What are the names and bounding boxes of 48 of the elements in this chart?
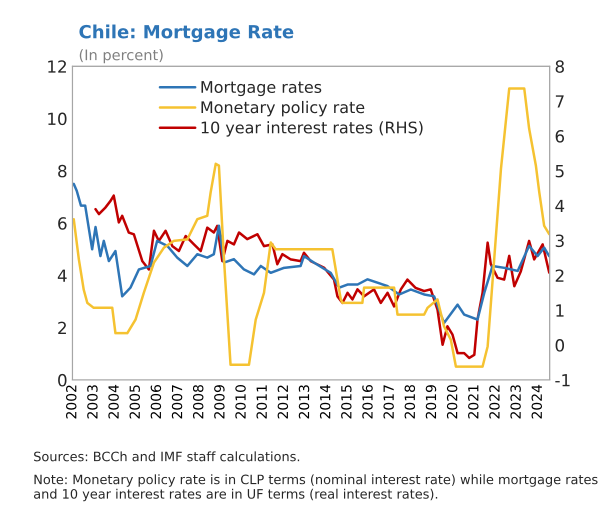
- legend-label: 10 year interest rates (RHS): [202, 121, 423, 137]
- chart-subtitle: (In percent): [80, 49, 163, 64]
- legend-label: Monetary policy rate: [202, 100, 364, 116]
- x-tick-label: 2013: [298, 385, 310, 418]
- y2-tick-label: 4: [555, 200, 564, 212]
- x-tick-label: 2022: [489, 386, 500, 418]
- legend-label: Mortgage rates: [202, 81, 322, 96]
- x-tick-label: 2015: [341, 385, 352, 418]
- y2-tick-label: -1: [555, 374, 570, 386]
- y-tick-label: 4: [58, 270, 67, 282]
- y2-tick-label: 6: [556, 130, 564, 143]
- x-tick-label: 2016: [362, 384, 373, 418]
- x-tick-label: 2019: [426, 385, 436, 418]
- y-tick-label: 6: [58, 217, 67, 230]
- x-tick-label: 2008: [192, 385, 204, 418]
- line-series: [72, 182, 550, 324]
- y2-tick-label: 3: [556, 234, 564, 248]
- x-tick-label: 2007: [172, 385, 182, 418]
- x-tick-label: 2020: [446, 385, 458, 418]
- y-tick-label: 8: [58, 164, 66, 178]
- x-tick-label: 2023: [510, 385, 521, 418]
- y2-tick-label: 1: [556, 304, 564, 317]
- x-tick-label: 2002: [66, 386, 77, 418]
- x-tick-label: 2010: [235, 385, 246, 418]
- x-tick-label: 2009: [214, 385, 225, 418]
- x-tick-label: 2006: [150, 384, 162, 418]
- y-tick-label: 2: [58, 322, 66, 334]
- y2-tick-label: 5: [556, 165, 564, 178]
- x-tick-label: 2024: [532, 384, 542, 418]
- x-tick-label: 2018: [404, 385, 416, 418]
- y-tick-label: 12: [48, 60, 66, 73]
- x-tick-label: 2021: [468, 385, 479, 418]
- x-tick-label: 2005: [129, 385, 140, 418]
- y2-tick-label: 8: [556, 60, 564, 73]
- y2-tick-label: 7: [556, 95, 564, 108]
- x-tick-label: 2014: [320, 384, 330, 418]
- x-tick-label: 2004: [108, 384, 119, 418]
- x-tick-label: 2003: [87, 385, 98, 418]
- chart-title: Chile: Mortgage Rate: [79, 24, 294, 42]
- x-tick-label: 2012: [278, 386, 288, 418]
- y2-tick-label: 0: [556, 339, 564, 352]
- y-tick-label: 0: [58, 374, 67, 387]
- y2-tick-label: 2: [556, 269, 564, 282]
- text: Note: Monetary policy rate is in CLP terms (nominal interest rate) while mortgage rates and 10 year interest rates are in UF terms (real interest rates).: [34, 474, 598, 502]
- y-tick-label: 10: [48, 112, 67, 126]
- x-tick-label: 2011: [256, 385, 267, 418]
- source-note: Sources: BCCh and IMF staff calculations.: [34, 451, 300, 462]
- x-tick-label: 2017: [383, 385, 394, 418]
